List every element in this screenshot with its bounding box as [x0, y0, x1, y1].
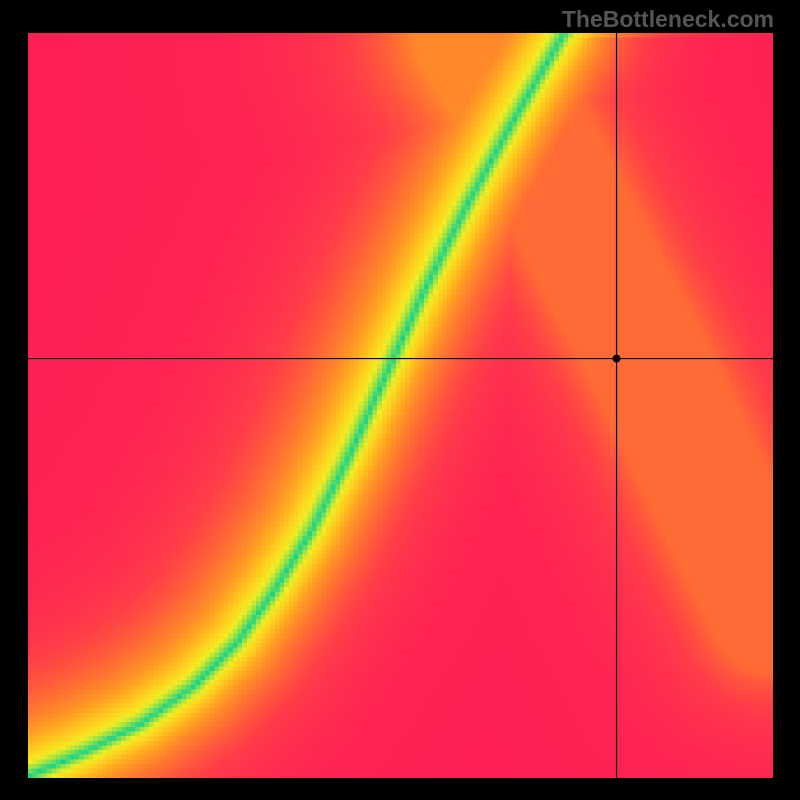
bottleneck-heatmap — [28, 33, 773, 778]
chart-container: TheBottleneck.com — [0, 0, 800, 800]
watermark-text: TheBottleneck.com — [562, 6, 774, 33]
